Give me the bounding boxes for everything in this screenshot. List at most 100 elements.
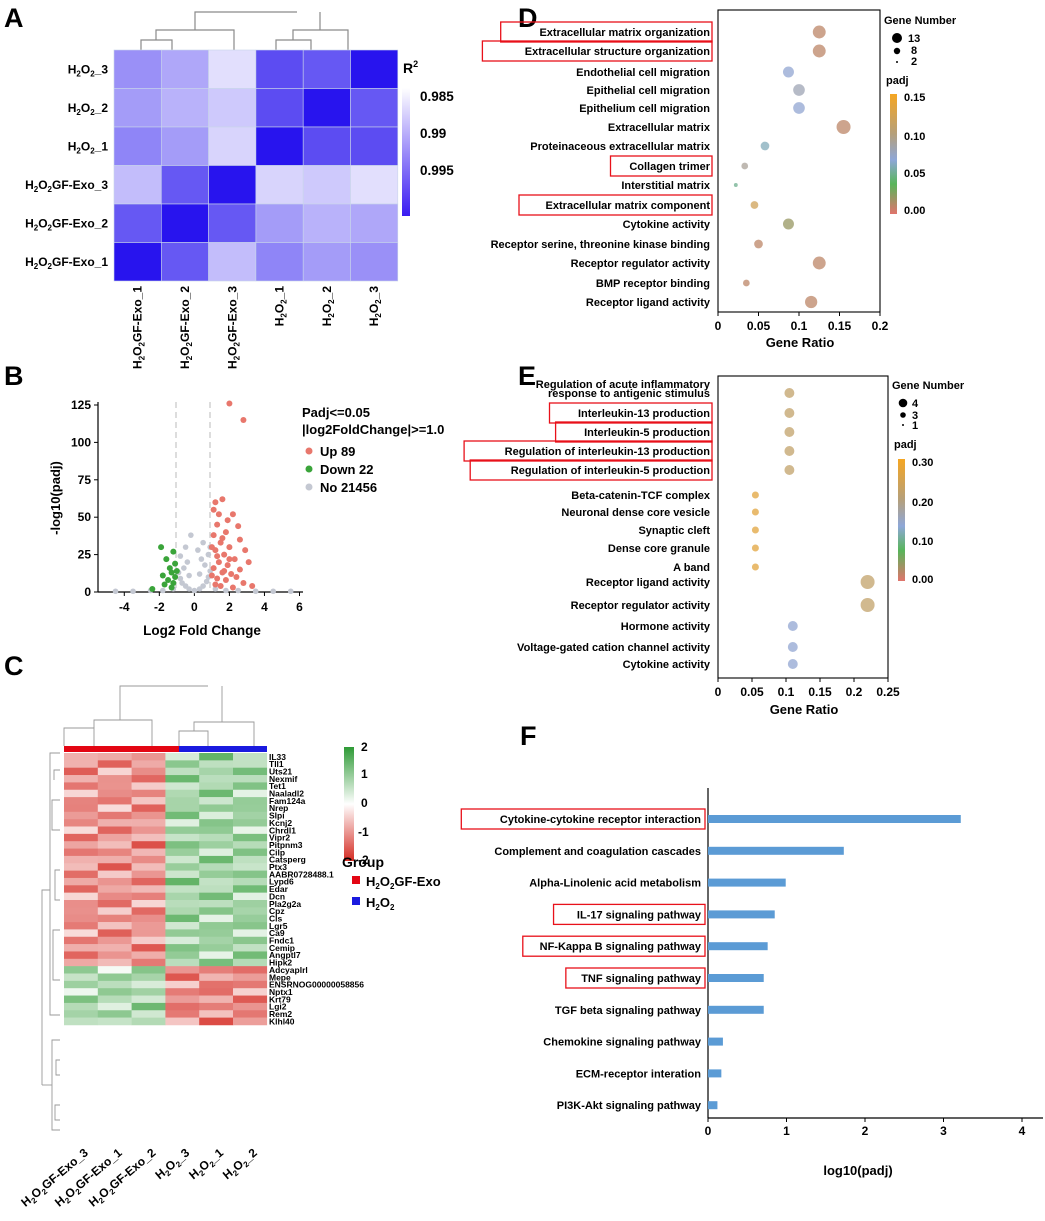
panel-c-cell: [131, 958, 166, 967]
panel-d-dot: [760, 141, 770, 151]
panel-c-cell: [233, 804, 268, 813]
panel-c-cell: [97, 855, 132, 864]
panel-c-cell: [131, 951, 166, 960]
panel-c-gene-label: Lgi2: [269, 1002, 287, 1012]
panel-c-cell: [97, 914, 132, 923]
panel-c-cell: [131, 966, 166, 974]
panel-e-term-label: Receptor ligand activity: [586, 577, 711, 589]
panel-a-cell: [161, 49, 209, 89]
panel-e-term-label: Synaptic cleft: [638, 525, 710, 537]
panel-c-gene-label: Naaladl2: [269, 789, 304, 799]
panel-c-gene-label: Tll1: [269, 759, 284, 769]
panel-b-point: [205, 551, 212, 558]
panel-c-col-label: H2O2_1: [186, 1145, 227, 1183]
panel-c-cell: [199, 929, 234, 938]
panel-c-cell: [233, 922, 268, 930]
panel-c-cell: [97, 929, 132, 938]
panel-c-cell: [131, 863, 166, 871]
panel-d-dot: [754, 239, 763, 249]
panel-c-cell: [165, 841, 200, 849]
panel-d-term-label: Extracellular matrix: [608, 122, 711, 134]
panel-c-cell: [64, 1017, 99, 1026]
panel-c-cell: [97, 863, 132, 871]
panel-f-highlight-box: [522, 935, 706, 957]
panel-c-cell: [131, 855, 166, 864]
panel-b-point: [195, 547, 201, 553]
panel-f-category-labels: Cytokine-cytokine receptor interaction Co…: [460, 808, 706, 1112]
panel-c-gene-label: Pitpnm3: [269, 840, 303, 850]
panel-f-highlight-box: [565, 967, 706, 989]
panel-c-scale-tick: 2: [361, 740, 368, 754]
panel-e-color-tick: 0.30: [912, 457, 933, 469]
panel-a-cells: [113, 49, 399, 282]
panel-c-cell: [97, 944, 132, 952]
panel-c-cell: [97, 958, 132, 967]
panel-f-category-label: Chemokine signaling pathway: [543, 1037, 702, 1049]
panel-b-point: [235, 523, 242, 530]
panel-f-x-tick-label: 0: [705, 1124, 712, 1138]
panel-c-cell: [64, 760, 99, 768]
panel-a-cell: [208, 88, 257, 128]
panel-c-cell: [165, 980, 200, 989]
panel-c-cell: [199, 855, 234, 864]
panel-b-x-tick-label: -4: [119, 600, 130, 614]
panel-e-term-label: Neuronal dense core vesicle: [561, 507, 710, 519]
panel-c-cell: [233, 863, 268, 871]
panel-a-cell: [113, 88, 162, 128]
panel-b-point: [214, 575, 221, 582]
panel-c-cell: [165, 804, 200, 813]
panel-c-cell: [233, 1002, 268, 1011]
panel-c-gene-label: Nexmif: [269, 774, 298, 784]
panel-d-size-tick: 13: [908, 33, 920, 45]
panel-b-point: [212, 586, 219, 592]
panel-d-dots: [733, 25, 851, 309]
panel-a-col-label: H2O2_1: [273, 286, 289, 327]
panel-e-color-tick: 0.00: [912, 574, 933, 586]
panel-c-cell: [97, 767, 132, 776]
panel-b-point: [228, 571, 235, 578]
panel-c-gene-label: Slpi: [269, 811, 285, 821]
panel-c-cell: [165, 1017, 200, 1026]
panel-a-cell: [161, 165, 209, 205]
panel-c-cell: [131, 848, 166, 857]
panel-b-x-tick-label: 6: [296, 600, 303, 614]
panel-e-ticks: 0 0.05 0.1 0.15 0.2 0.25: [715, 678, 900, 699]
panel-c-cell: [97, 819, 132, 827]
panel-c-cell: [165, 973, 200, 982]
panel-f-bar: [708, 974, 764, 982]
panel-b-point: [249, 583, 256, 590]
panel-c-cell: [199, 826, 234, 835]
panel-a-cell: [255, 242, 304, 282]
panel-label-a: A: [4, 3, 24, 33]
panel-f-bar: [708, 1101, 718, 1110]
panel-c-scale-tick: 1: [361, 767, 368, 781]
panel-c-cell: [64, 973, 99, 982]
panel-b-legend-down: Down 22: [320, 462, 373, 477]
panel-c-gene-label: Mepe: [269, 972, 291, 982]
panel-a-cell: [255, 126, 304, 166]
panel-c-cell: [64, 944, 99, 952]
panel-a-col-labels: H2O2GF-Exo_1 H2O2GF-Exo_2 H2O2GF-Exo_3 H2O2…: [131, 286, 384, 369]
panel-b-point: [287, 588, 294, 595]
panel-e-dot: [784, 446, 795, 456]
panel-c-cell: [165, 1010, 200, 1018]
panel-c-cell: [97, 833, 132, 842]
panel-a-cell: [255, 203, 304, 243]
panel-b-point: [226, 544, 233, 551]
panel-c-cell: [64, 929, 99, 938]
panel-c-cell: [131, 833, 166, 842]
panel-d-dot: [733, 183, 738, 187]
panel-b-legend: Padj<=0.05 |log2FoldChange|>=1.0 Up 89 D…: [302, 405, 444, 495]
panel-e-term-label: Receptor regulator activity: [571, 600, 711, 612]
panel-b-point: [229, 584, 236, 591]
panel-a-cell: [208, 165, 257, 205]
panel-c-cell: [64, 988, 99, 996]
panel-c-cell: [131, 797, 166, 805]
panel-c-cell: [64, 804, 99, 813]
panel-c-cell: [131, 767, 166, 776]
panel-b-point: [240, 580, 247, 587]
panel-c-cell: [199, 973, 234, 982]
panel-c-cell: [233, 958, 268, 967]
panel-labels: A B C D E F: [4, 3, 538, 751]
panel-d-term-label: Extracellular matrix organization: [539, 27, 710, 39]
